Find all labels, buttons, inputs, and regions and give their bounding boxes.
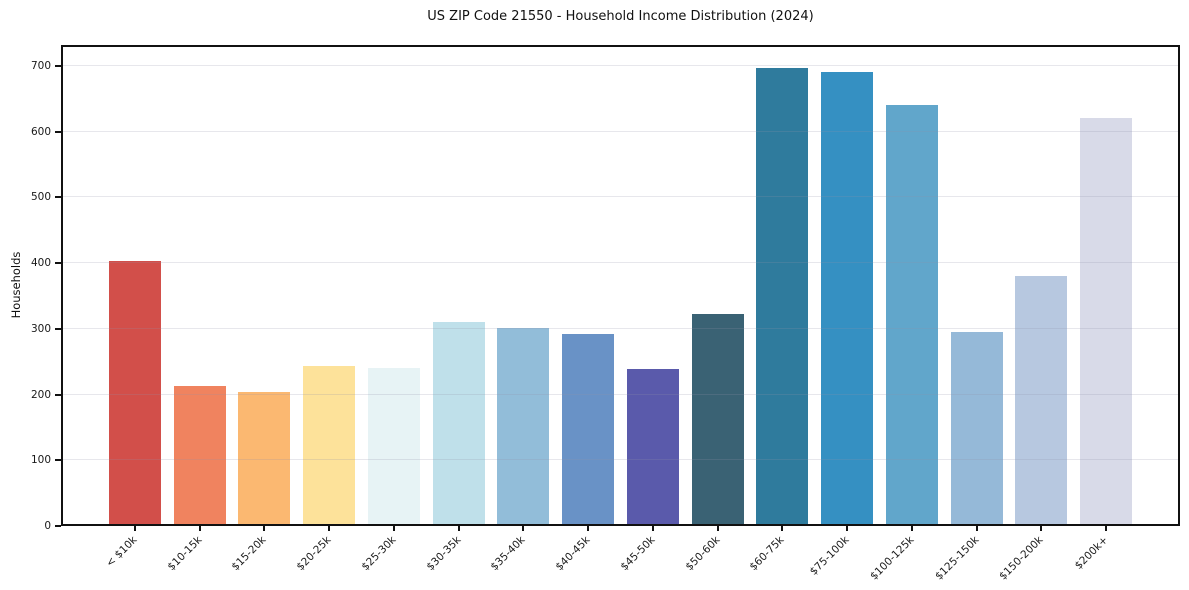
y-tick-mark-200: [55, 393, 61, 396]
bar-10-15k: [173, 386, 226, 526]
gridline-400: [61, 262, 1180, 264]
x-tick-mark-13: [975, 526, 978, 531]
x-tick-mark-15: [1105, 526, 1107, 531]
gridlines-container: [61, 45, 1180, 526]
bar-60-75k: [756, 68, 809, 526]
x-tick-mark-0: [134, 526, 136, 531]
x-tick-mark-8: [651, 526, 654, 531]
gridline-500: [61, 196, 1180, 198]
bar-30-35k: [432, 321, 485, 526]
gridline-300: [61, 327, 1180, 329]
y-tick-label-100: 100: [30, 454, 51, 467]
y-tick-label-600: 600: [30, 125, 51, 138]
bars-container: [61, 45, 1180, 526]
gridline-100: [61, 459, 1180, 461]
bar-45-50k: [626, 368, 679, 526]
bar-40-45k: [562, 334, 615, 526]
y-tick-mark-300: [55, 327, 61, 330]
x-tick-mark-3: [328, 526, 331, 531]
y-tick-mark-400: [55, 262, 61, 265]
x-tick-label-0: < $10k: [103, 534, 140, 570]
y-tick-label-200: 200: [30, 388, 51, 401]
y-tick-mark-600: [55, 130, 61, 133]
y-tick-label-500: 500: [30, 191, 51, 204]
chart-title: US ZIP Code 21550 - Household Income Dis…: [427, 9, 814, 24]
gridline-600: [61, 130, 1180, 132]
x-tick-mark-10: [781, 526, 784, 531]
x-tick-mark-11: [846, 526, 849, 531]
bar-35-40k: [497, 327, 550, 526]
x-tick-mark-5: [457, 526, 460, 531]
y-tick-mark-100: [55, 459, 61, 462]
y-tick-mark-500: [55, 196, 61, 199]
bar-200k: [1080, 117, 1132, 526]
bar-50-60k: [691, 313, 744, 526]
bar-20-25k: [303, 366, 356, 526]
x-tick-mark-2: [263, 526, 266, 531]
y-tick-label-300: 300: [30, 322, 51, 335]
bar-15-20k: [238, 391, 291, 526]
x-tick-mark-12: [910, 526, 913, 531]
y-tick-label-700: 700: [30, 60, 51, 73]
bar-25-30k: [367, 367, 420, 526]
bar-100-125k: [885, 104, 938, 526]
bar-10k: [109, 261, 161, 526]
x-tick-mark-14: [1040, 526, 1043, 531]
x-tick-mark-4: [392, 526, 395, 531]
bar-125-150k: [950, 331, 1003, 526]
gridline-200: [61, 393, 1180, 395]
y-tick-label-400: 400: [30, 257, 51, 270]
x-tick-mark-9: [716, 526, 719, 531]
y-tick-label-0: 0: [44, 520, 51, 532]
x-tick-mark-7: [587, 526, 590, 531]
x-tick-mark-6: [522, 526, 525, 531]
bar-75-100k: [821, 71, 874, 526]
gridline-700: [61, 65, 1180, 67]
x-tick-mark-1: [198, 526, 201, 531]
y-tick-mark-700: [55, 65, 61, 68]
y-tick-mark-0: [55, 525, 61, 527]
bar-150-200k: [1015, 275, 1068, 526]
